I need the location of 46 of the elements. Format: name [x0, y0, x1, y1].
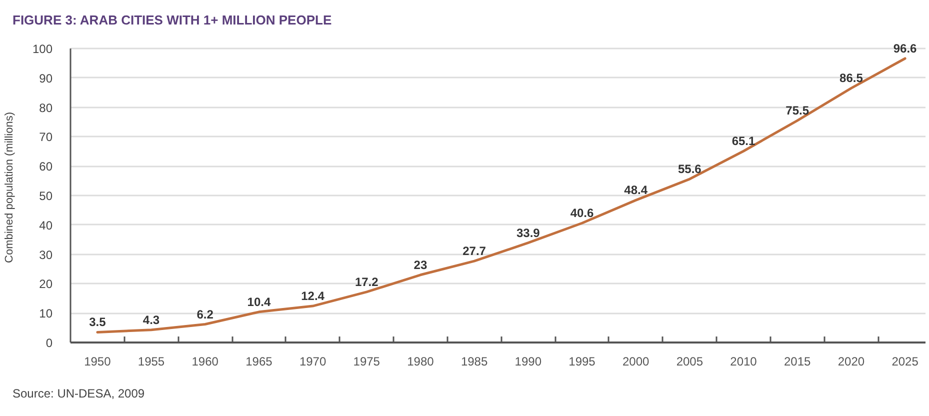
x-tick-label: 1980: [407, 354, 434, 368]
y-axis-title: Combined population (millions): [3, 112, 16, 264]
chart-title: FIGURE 3: ARAB CITIES WITH 1+ MILLION PEOPLE: [12, 12, 332, 28]
x-tick-label: 2005: [676, 354, 704, 368]
data-label: 3.5: [89, 315, 106, 330]
x-tick-label: 2025: [892, 354, 919, 368]
data-label: 4.3: [142, 312, 160, 327]
data-label: 65.1: [732, 134, 756, 148]
y-tick-label: 90: [39, 71, 53, 86]
y-tick-label: 10: [39, 306, 53, 321]
y-tick-label: 70: [39, 130, 53, 144]
source-note: Source: UN-DESA, 2009: [12, 386, 145, 400]
x-tick-label: 2015: [784, 354, 812, 368]
data-label: 96.6: [893, 41, 918, 56]
x-tick-label: 2020: [838, 354, 865, 368]
x-tick-label: 1955: [138, 354, 165, 368]
x-tick-label: 1960: [192, 354, 219, 368]
y-tick-label: 20: [39, 277, 53, 292]
x-tick-label: 1975: [353, 354, 380, 368]
data-label: 75.5: [786, 104, 810, 118]
data-label: 27.7: [462, 244, 486, 258]
data-label: 33.9: [516, 226, 540, 240]
x-tick-label: 2010: [730, 354, 758, 368]
data-label: 55.6: [678, 162, 702, 176]
data-label: 86.5: [840, 71, 864, 86]
data-label: 23: [414, 258, 428, 272]
y-tick-label: 50: [39, 189, 53, 203]
y-tick-label: 30: [39, 248, 53, 262]
data-label: 12.4: [301, 289, 325, 304]
x-tick-label: 1970: [299, 354, 326, 368]
y-tick-label: 0: [46, 336, 53, 350]
data-label: 48.4: [624, 183, 648, 198]
x-tick-label: 1965: [246, 354, 273, 368]
data-label: 6.2: [196, 307, 214, 322]
x-tick-label: 1950: [84, 354, 112, 368]
y-tick-label: 40: [39, 218, 53, 232]
x-tick-label: 1985: [460, 354, 488, 368]
y-tick-label: 60: [39, 160, 53, 174]
x-tick-label: 2000: [622, 354, 650, 368]
y-tick-label: 80: [39, 100, 53, 115]
x-tick-label: 1995: [568, 354, 596, 368]
y-tick-label: 100: [32, 42, 53, 56]
data-label: 10.4: [247, 294, 271, 309]
data-label: 17.2: [354, 274, 379, 289]
data-label: 40.6: [570, 206, 594, 220]
x-tick-label: 1990: [514, 354, 542, 368]
